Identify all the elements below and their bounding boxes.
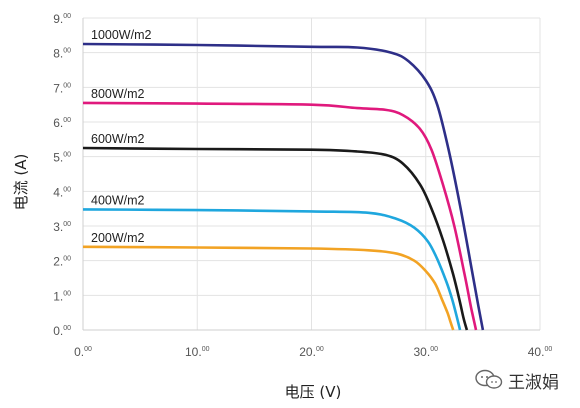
series-line bbox=[82, 101, 478, 331]
y-tick-label: 2.00 bbox=[53, 255, 71, 269]
y-tick-label: 1.00 bbox=[53, 289, 71, 303]
axes bbox=[82, 18, 540, 331]
series-line bbox=[82, 208, 462, 331]
y-tick-label: 0.00 bbox=[53, 324, 71, 338]
series-line bbox=[82, 146, 469, 331]
y-tick-labels: 0.00 1.00 2.00 3.00 4.00 5.00 6.00 7.00 8.00 9.00 bbox=[53, 12, 71, 338]
watermark-text: 王淑娟 bbox=[508, 372, 559, 393]
x-tick-label: 0.00 bbox=[74, 345, 92, 359]
y-tick-label: 7.00 bbox=[53, 81, 71, 95]
x-tick-label: 20.00 bbox=[299, 345, 324, 359]
x-tick-label: 10.00 bbox=[185, 345, 210, 359]
y-tick-label: 9.00 bbox=[53, 12, 71, 26]
y-tick-label: 8.00 bbox=[53, 47, 71, 61]
x-tick-label: 40.00 bbox=[528, 345, 553, 359]
y-tick-label: 6.00 bbox=[53, 116, 71, 130]
watermark: 王淑娟 bbox=[474, 367, 559, 393]
grid bbox=[83, 17, 541, 330]
series-label: 800W/m2 bbox=[91, 87, 145, 101]
series-label: 600W/m2 bbox=[91, 132, 145, 146]
series-line bbox=[82, 245, 455, 331]
x-axis-title: 电压 (V) bbox=[285, 383, 342, 401]
series-line bbox=[82, 42, 485, 331]
series-lines bbox=[82, 42, 485, 331]
y-tick-label: 3.00 bbox=[53, 220, 71, 234]
y-tick-label: 5.00 bbox=[53, 151, 71, 165]
series-labels: 1000W/m2 800W/m2 600W/m2 400W/m2 200W/m2 bbox=[91, 28, 151, 245]
wechat-bubbles-icon bbox=[475, 369, 503, 389]
series-label: 1000W/m2 bbox=[91, 28, 151, 42]
series-label: 200W/m2 bbox=[91, 231, 145, 245]
x-tick-labels: 0.00 10.00 20.00 30.00 40.00 bbox=[74, 345, 552, 359]
y-tick-label: 4.00 bbox=[53, 185, 71, 199]
x-tick-label: 30.00 bbox=[414, 345, 439, 359]
series-label: 400W/m2 bbox=[91, 193, 145, 207]
y-axis-title: 电流 (A) bbox=[12, 154, 30, 211]
